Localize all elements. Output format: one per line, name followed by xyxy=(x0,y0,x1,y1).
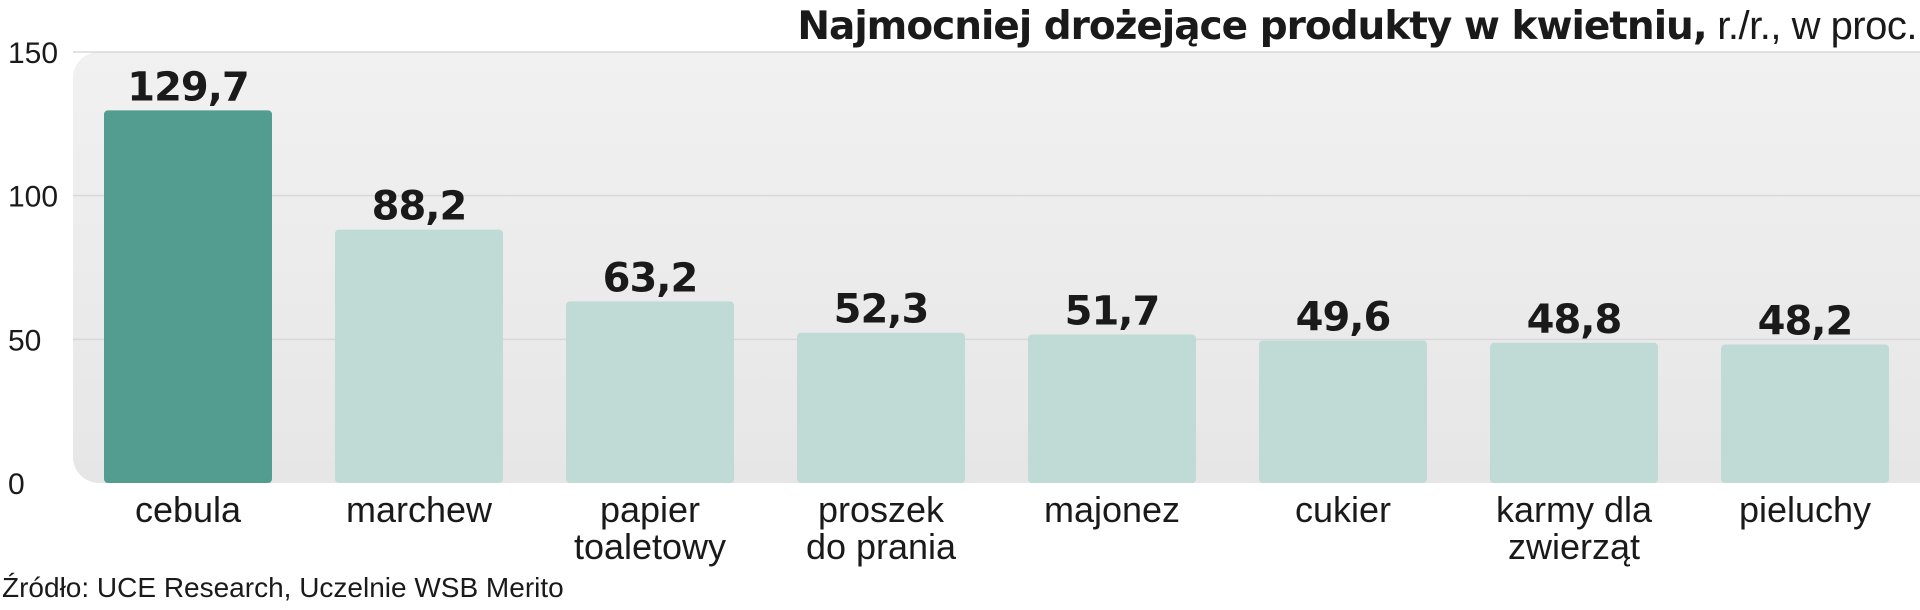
bar xyxy=(797,332,965,483)
chart-title-subtitle: r./r., w proc. xyxy=(1706,4,1917,48)
bar xyxy=(104,110,272,483)
chart-title: Najmocniej drożejące produkty w kwietniu… xyxy=(797,2,1917,51)
bar xyxy=(1490,342,1658,483)
data-label: 88,2 xyxy=(372,184,467,230)
x-tick-label: cebula xyxy=(135,489,242,530)
x-tick-label-line: majonez xyxy=(1044,489,1180,530)
y-tick-label: 0 xyxy=(8,468,25,501)
source-note: Źródło: UCE Research, Uczelnie WSB Merit… xyxy=(2,572,564,603)
x-tick-label: karmy dla zwierząt xyxy=(1496,489,1653,567)
data-label: 48,2 xyxy=(1758,299,1853,345)
data-label: 51,7 xyxy=(1065,288,1160,334)
data-label: 129,7 xyxy=(127,64,249,110)
chart-title-main: Najmocniej drożejące produkty w kwietniu… xyxy=(797,4,1707,49)
bar xyxy=(1721,344,1889,483)
data-label: 63,2 xyxy=(603,255,698,301)
x-tick-label-line: zwierząt xyxy=(1508,526,1640,567)
x-tick-label-line: cukier xyxy=(1295,489,1391,530)
bar xyxy=(566,301,734,483)
x-tick-label-line: papier xyxy=(600,489,700,530)
x-tick-label-line: karmy dla xyxy=(1496,489,1653,530)
x-tick-label: pieluchy xyxy=(1739,489,1871,530)
x-tick-label: papier toaletowy xyxy=(574,489,726,567)
bar-chart-svg: 0 50 100 150 129,7 cebula 88,2 marchew 63,2 papie… xyxy=(8,37,1920,567)
bar xyxy=(1259,340,1427,483)
y-tick-label: 150 xyxy=(8,37,58,70)
data-label: 49,6 xyxy=(1296,294,1391,340)
x-tick-label: marchew xyxy=(346,489,493,530)
x-tick-label-line: do prania xyxy=(806,526,957,567)
plot-background xyxy=(73,52,1920,483)
x-tick-label-line: marchew xyxy=(346,489,493,530)
bar xyxy=(335,229,503,483)
x-tick-label-line: cebula xyxy=(135,489,242,530)
x-tick-label: proszek do prania xyxy=(806,489,957,567)
y-tick-label: 50 xyxy=(8,324,41,357)
y-tick-label: 100 xyxy=(8,181,58,214)
data-label: 52,3 xyxy=(834,287,929,333)
x-tick-label-line: toaletowy xyxy=(574,526,726,567)
data-label: 48,8 xyxy=(1527,297,1622,343)
x-tick-label: cukier xyxy=(1295,489,1391,530)
x-tick-label-line: proszek xyxy=(818,489,945,530)
x-tick-label: majonez xyxy=(1044,489,1180,530)
bar xyxy=(1028,334,1196,483)
x-tick-label-line: pieluchy xyxy=(1739,489,1871,530)
